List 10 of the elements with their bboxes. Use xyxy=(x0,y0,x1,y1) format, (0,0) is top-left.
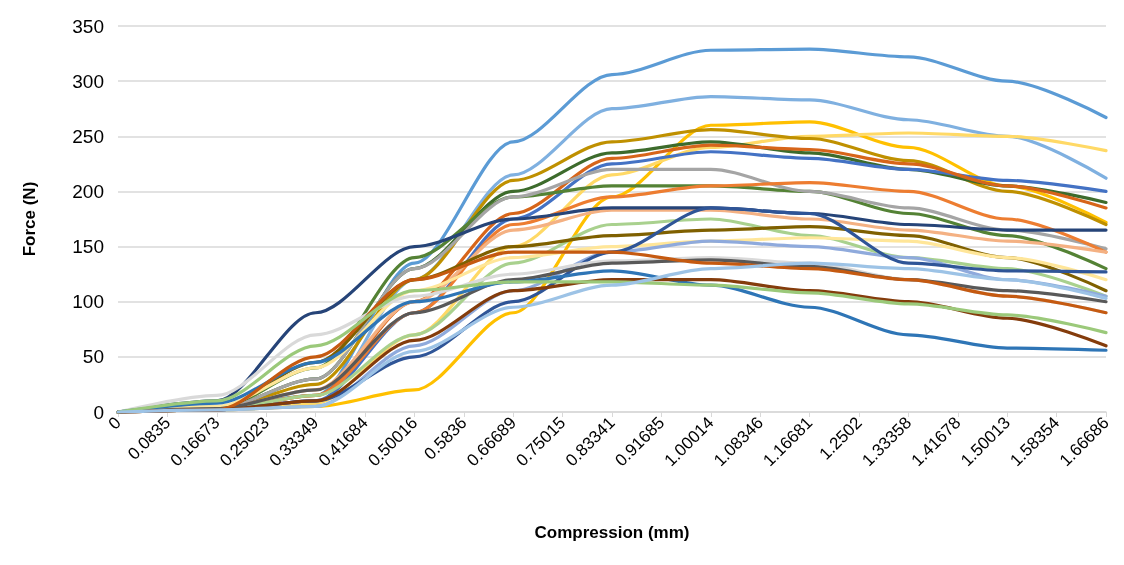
x-tick-label: 0 xyxy=(104,413,125,434)
y-tick-label: 300 xyxy=(72,70,104,92)
y-tick-label: 200 xyxy=(72,180,104,202)
y-tick-label: 150 xyxy=(72,236,104,258)
y-tick-label: 50 xyxy=(82,346,104,368)
y-tick-label: 250 xyxy=(72,125,104,147)
y-tick-label: 100 xyxy=(72,291,104,313)
y-axis-title: Force (N) xyxy=(20,181,39,257)
y-tick-label: 350 xyxy=(72,15,104,37)
x-axis-title: Compression (mm) xyxy=(534,523,690,542)
